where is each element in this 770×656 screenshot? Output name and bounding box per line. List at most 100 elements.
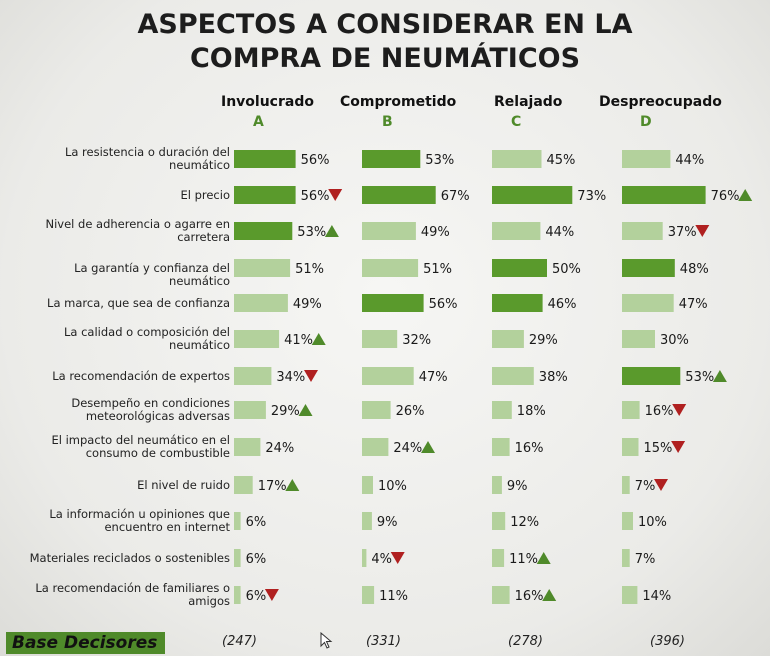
up-arrow-icon — [712, 370, 727, 382]
bar — [234, 222, 293, 240]
data-label: 47% — [419, 370, 448, 385]
bar — [622, 438, 639, 456]
bar — [234, 330, 280, 348]
row-label: La garantía y confianza del neumático — [74, 260, 230, 288]
bar — [234, 476, 253, 494]
bar — [234, 549, 241, 567]
bar — [362, 367, 414, 385]
bar — [492, 438, 510, 456]
bar — [234, 186, 296, 204]
column-letter-c: C — [511, 114, 522, 130]
bar — [234, 150, 296, 168]
base-value-a: (247) — [222, 634, 257, 649]
bar — [622, 401, 640, 419]
bar — [492, 259, 547, 277]
data-label: 44% — [545, 225, 574, 240]
bar — [362, 549, 367, 567]
data-label: 30% — [660, 333, 689, 348]
chart-title-line1: ASPECTOS A CONSIDERAR EN LA — [137, 9, 633, 40]
bar — [492, 586, 510, 604]
data-label: 47% — [679, 297, 708, 312]
bar — [234, 294, 288, 312]
up-arrow-icon — [311, 333, 326, 345]
up-arrow-icon — [738, 189, 753, 201]
bar — [362, 150, 421, 168]
data-label: 37% — [668, 225, 697, 240]
data-label: 11% — [379, 589, 408, 604]
bar — [492, 330, 524, 348]
data-label: 51% — [423, 262, 452, 277]
bar — [362, 259, 419, 277]
data-label: 18% — [517, 404, 546, 419]
data-label: 24% — [393, 441, 422, 456]
data-label: 10% — [378, 479, 407, 494]
column-letter-b: B — [382, 114, 393, 130]
row-label: La marca, que sea de confianza — [47, 295, 230, 310]
base-value-d: (396) — [650, 634, 685, 649]
bar — [622, 549, 630, 567]
data-label: 49% — [293, 297, 322, 312]
data-label: 9% — [377, 515, 398, 530]
down-arrow-icon — [304, 370, 318, 382]
column-header-b: Comprometido — [340, 94, 457, 110]
down-arrow-icon — [264, 589, 279, 601]
data-label: 53% — [685, 370, 714, 385]
up-arrow-icon — [285, 479, 300, 491]
bar — [362, 294, 424, 312]
bar — [492, 186, 573, 204]
data-label: 67% — [441, 189, 470, 204]
data-label: 7% — [635, 479, 656, 494]
data-label: 26% — [396, 404, 425, 419]
up-arrow-icon — [324, 225, 339, 237]
data-label: 7% — [635, 552, 656, 567]
row-label: La recomendación de expertos — [52, 368, 230, 383]
bar — [492, 476, 502, 494]
bar — [492, 150, 542, 168]
bar — [362, 222, 416, 240]
down-arrow-icon — [654, 479, 668, 491]
row-label: La resistencia o duración del neumático — [64, 145, 230, 172]
data-label: 50% — [552, 262, 581, 277]
column-header-c: Relajado — [494, 94, 563, 110]
bar — [234, 512, 241, 530]
down-arrow-icon — [671, 441, 686, 453]
data-label: 16% — [645, 404, 674, 419]
bar — [234, 259, 291, 277]
data-label: 9% — [507, 479, 528, 494]
bar — [362, 586, 375, 604]
data-label: 24% — [265, 441, 294, 456]
data-label: 29% — [529, 333, 558, 348]
bar — [362, 330, 398, 348]
down-arrow-icon — [390, 552, 405, 564]
bar — [234, 438, 261, 456]
bar — [492, 222, 541, 240]
bar — [362, 476, 373, 494]
up-arrow-icon — [421, 441, 435, 453]
base-value-b: (331) — [366, 634, 401, 649]
data-label: 73% — [577, 189, 606, 204]
bar — [492, 294, 543, 312]
row-label: Materiales reciclados o sostenibles — [29, 550, 230, 565]
bar — [622, 367, 681, 385]
row-label: El nivel de ruido — [137, 477, 230, 492]
data-label: 53% — [425, 153, 454, 168]
data-label: 6% — [246, 515, 267, 530]
bar — [492, 401, 512, 419]
data-label: 12% — [510, 515, 539, 530]
data-label: 53% — [297, 225, 326, 240]
data-label: 34% — [276, 370, 305, 385]
data-label: 45% — [547, 153, 576, 168]
bar — [622, 294, 674, 312]
data-label: 15% — [644, 441, 673, 456]
data-label: 6% — [246, 589, 267, 604]
data-label: 6% — [246, 552, 267, 567]
mouse-cursor-icon — [320, 632, 333, 649]
bar — [492, 549, 505, 567]
data-label: 16% — [515, 589, 544, 604]
bar — [362, 438, 389, 456]
bar — [622, 586, 638, 604]
up-arrow-icon — [536, 552, 551, 564]
data-label: 56% — [429, 297, 458, 312]
data-label: 32% — [402, 333, 431, 348]
